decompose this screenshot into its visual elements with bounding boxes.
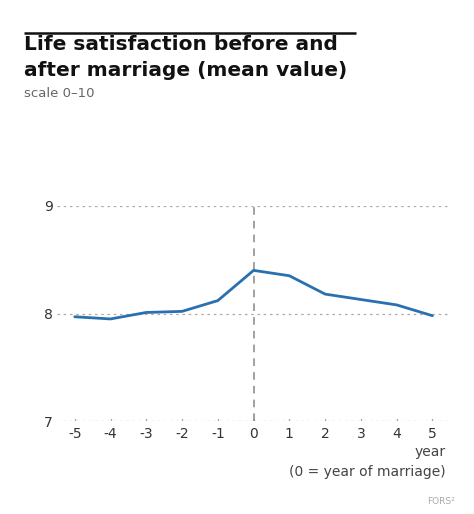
Text: year: year	[414, 445, 446, 458]
Text: (0 = year of marriage): (0 = year of marriage)	[289, 465, 446, 479]
Text: scale 0–10: scale 0–10	[24, 87, 94, 100]
Text: FORS²: FORS²	[427, 497, 455, 506]
Text: after marriage (mean value): after marriage (mean value)	[24, 61, 347, 80]
Text: Life satisfaction before and: Life satisfaction before and	[24, 35, 337, 54]
